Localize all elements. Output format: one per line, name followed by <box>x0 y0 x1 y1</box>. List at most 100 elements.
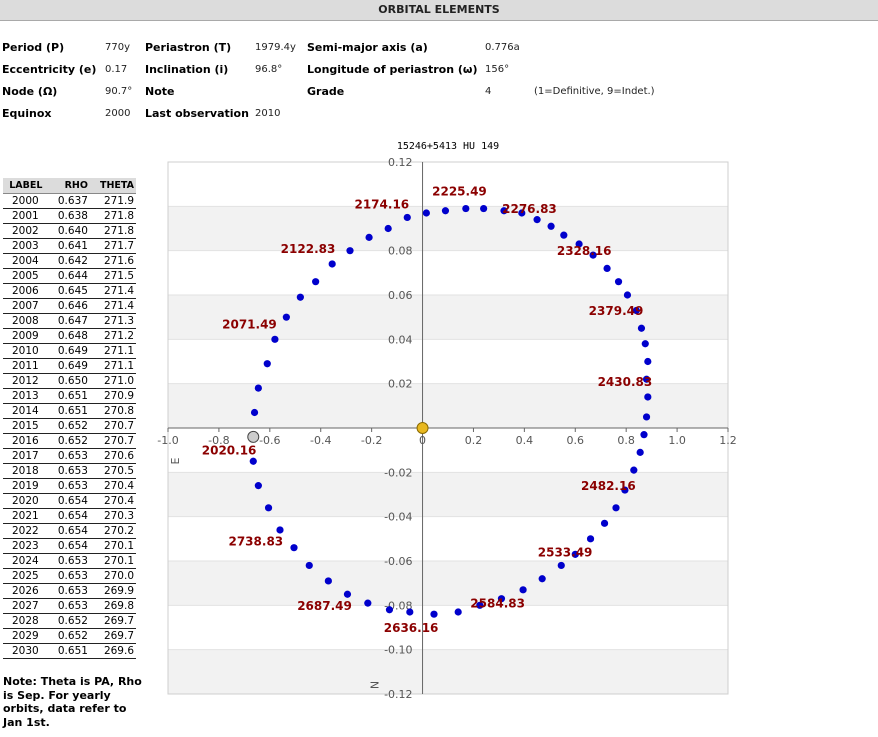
orbit-point <box>346 247 354 255</box>
orbit-point <box>403 213 411 222</box>
chart-title: 15246+5413 HU 149 <box>397 141 499 152</box>
orbit-point <box>276 526 284 534</box>
theta-cell: 271.4 <box>89 283 136 299</box>
epoch-label: 2174.16 <box>354 198 409 212</box>
element-label: Inclination (i) <box>145 62 229 76</box>
rho-cell: 0.652 <box>48 433 90 449</box>
orbit-point <box>384 224 392 233</box>
epoch-label: 2276.83 <box>502 202 557 216</box>
rho-cell: 0.651 <box>48 388 90 404</box>
rho-cell: 0.651 <box>48 403 90 419</box>
orbit-point <box>254 482 262 490</box>
orbit-point <box>476 601 484 609</box>
orbit-point <box>364 599 372 607</box>
orbit-point <box>630 466 638 474</box>
theta-cell: 270.5 <box>89 463 136 479</box>
orbit-point <box>249 457 257 465</box>
rho-cell: 0.653 <box>48 598 90 614</box>
y-tick-label: -0.06 <box>384 555 412 568</box>
table-row: 2004 0.642 271.6 <box>3 253 136 269</box>
epoch-label: 2225.49 <box>432 184 487 198</box>
y-tick-label: -0.10 <box>384 644 412 657</box>
orbit-point <box>406 608 414 616</box>
label-cell: 2024 <box>3 553 49 569</box>
rho-cell: 0.637 <box>48 193 90 209</box>
current-position-marker <box>247 430 260 443</box>
element-label: Eccentricity (e) <box>2 62 97 76</box>
orbit-point <box>614 278 623 286</box>
orbit-point <box>586 535 595 543</box>
theta-cell: 270.4 <box>89 493 136 509</box>
table-row: 2011 0.649 271.1 <box>3 358 136 374</box>
orbit-point <box>454 608 462 616</box>
orbit-chart-svg: 15246+5413 HU 149 -1.0 -0.8 -0.6 -0.4 -0.2 0 0.… <box>157 141 736 701</box>
orbit-point <box>271 335 279 343</box>
theta-cell: 270.7 <box>89 418 136 434</box>
y-tick-label: -0.12 <box>384 688 412 701</box>
rho-cell: 0.653 <box>48 463 90 479</box>
grid-band <box>168 383 728 428</box>
theta-cell: 271.8 <box>89 223 136 239</box>
epoch-label: 2071.49 <box>222 317 277 331</box>
orbital-elements-table: Period (P) 770y Periastron (T) 1979.4y Semi-… <box>2 36 658 124</box>
epoch-label: 2328.16 <box>557 244 612 258</box>
y-tick-label: 0.06 <box>388 289 413 302</box>
column-header-rho: RHO <box>48 178 90 194</box>
x-tick-label: -0.6 <box>259 434 280 447</box>
orbit-point <box>264 504 273 512</box>
y-tick-label: 0.12 <box>388 156 413 169</box>
element-value <box>485 102 528 124</box>
theta-cell: 269.9 <box>89 583 136 599</box>
note-text: Note: Theta is PA, Rho is Sep. For yearl… <box>3 675 142 729</box>
table-row: 2020 0.654 270.4 <box>3 493 136 509</box>
element-value: 2000 <box>105 107 131 119</box>
orbit-point <box>560 231 568 239</box>
table-row: 2006 0.645 271.4 <box>3 283 136 299</box>
rho-cell: 0.652 <box>48 418 90 434</box>
table-row: 2026 0.653 269.9 <box>3 583 136 599</box>
element-value: 770y <box>105 41 131 53</box>
label-cell: 2013 <box>3 388 49 404</box>
orbit-point <box>538 575 546 583</box>
table-row: 2013 0.651 270.9 <box>3 388 136 404</box>
table-row: 2023 0.654 270.1 <box>3 538 136 554</box>
element-value: 90.7° <box>105 85 133 97</box>
y-tick-label: 0.08 <box>388 245 413 258</box>
element-value: 4 <box>485 85 492 97</box>
orbit-point <box>642 413 651 421</box>
epoch-label: 2482.16 <box>581 479 636 493</box>
table-row: 2017 0.653 270.6 <box>3 448 136 464</box>
orbit-point <box>519 586 527 594</box>
column-header-theta: THETA <box>89 178 136 194</box>
orbit-point <box>254 384 262 392</box>
theta-cell: 270.1 <box>89 553 136 569</box>
theta-cell: 269.6 <box>89 643 136 659</box>
table-row: 2028 0.652 269.7 <box>3 613 136 629</box>
label-cell: 2005 <box>3 268 49 284</box>
table-row: 2027 0.653 269.8 <box>3 598 136 614</box>
epoch-label: 2020.16 <box>202 444 257 458</box>
rho-cell: 0.654 <box>48 493 90 509</box>
label-cell: 2028 <box>3 613 49 629</box>
x-tick-label: 0.6 <box>567 434 585 447</box>
label-cell: 2022 <box>3 523 49 539</box>
theta-cell: 270.7 <box>89 433 136 449</box>
orbit-point <box>365 233 373 241</box>
primary-star-marker <box>416 422 429 434</box>
rho-cell: 0.654 <box>48 523 90 539</box>
element-label: Node (Ω) <box>2 84 58 98</box>
epoch-label: 2430.83 <box>598 375 653 389</box>
x-tick-label: 0 <box>419 434 426 447</box>
grid-band <box>168 206 728 251</box>
theta-cell: 271.8 <box>89 208 136 224</box>
label-cell: 2011 <box>3 358 49 374</box>
east-axis-mark: E <box>169 457 182 464</box>
rho-cell: 0.653 <box>48 568 90 584</box>
theta-cell: 269.7 <box>89 628 136 644</box>
orbit-point <box>557 561 565 570</box>
theta-cell: 270.0 <box>89 568 136 584</box>
orbit-point <box>640 431 648 439</box>
orbit-point <box>263 360 271 368</box>
theta-cell: 271.4 <box>89 298 136 314</box>
orbit-point <box>621 486 629 494</box>
